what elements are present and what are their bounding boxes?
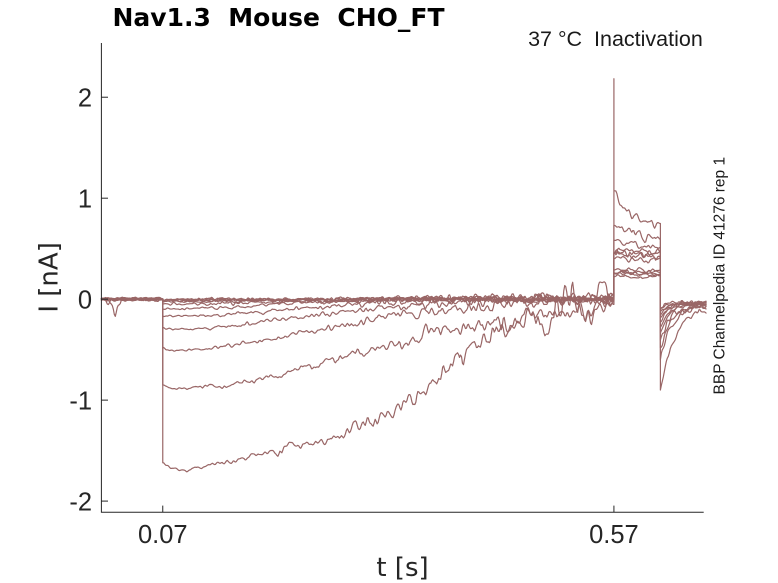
trace-group (100, 78, 707, 473)
y-tick-label: 1 (78, 185, 92, 213)
current-trace (100, 249, 707, 334)
x-axis-label: t [s] (376, 553, 428, 583)
y-axis-label: I [nA] (35, 242, 65, 312)
current-trace (100, 247, 707, 341)
x-tick-label: 0.07 (138, 521, 188, 549)
y-tick-label: -1 (69, 387, 92, 415)
x-tick-label: 0.57 (589, 521, 639, 549)
current-trace (100, 224, 707, 361)
chart-annotation: 37 °C Inactivation (528, 27, 703, 51)
axis-lines (100, 43, 704, 513)
current-trace (100, 78, 707, 391)
current-trace (100, 255, 707, 323)
y-tick-label: -2 (69, 488, 92, 516)
chart-title: Nav1.3 Mouse CHO_FT (113, 3, 445, 32)
current-trace (100, 271, 707, 390)
side-watermark-label: BBP Channelpedia ID 41276 rep 1 (711, 157, 728, 395)
current-trace (100, 270, 707, 352)
y-tick-label: 0 (78, 286, 92, 314)
axes: 2 1 0 -1 -2 0.07 0.57 (69, 43, 704, 549)
current-trace (100, 238, 707, 349)
y-tick-label: 2 (78, 84, 92, 112)
